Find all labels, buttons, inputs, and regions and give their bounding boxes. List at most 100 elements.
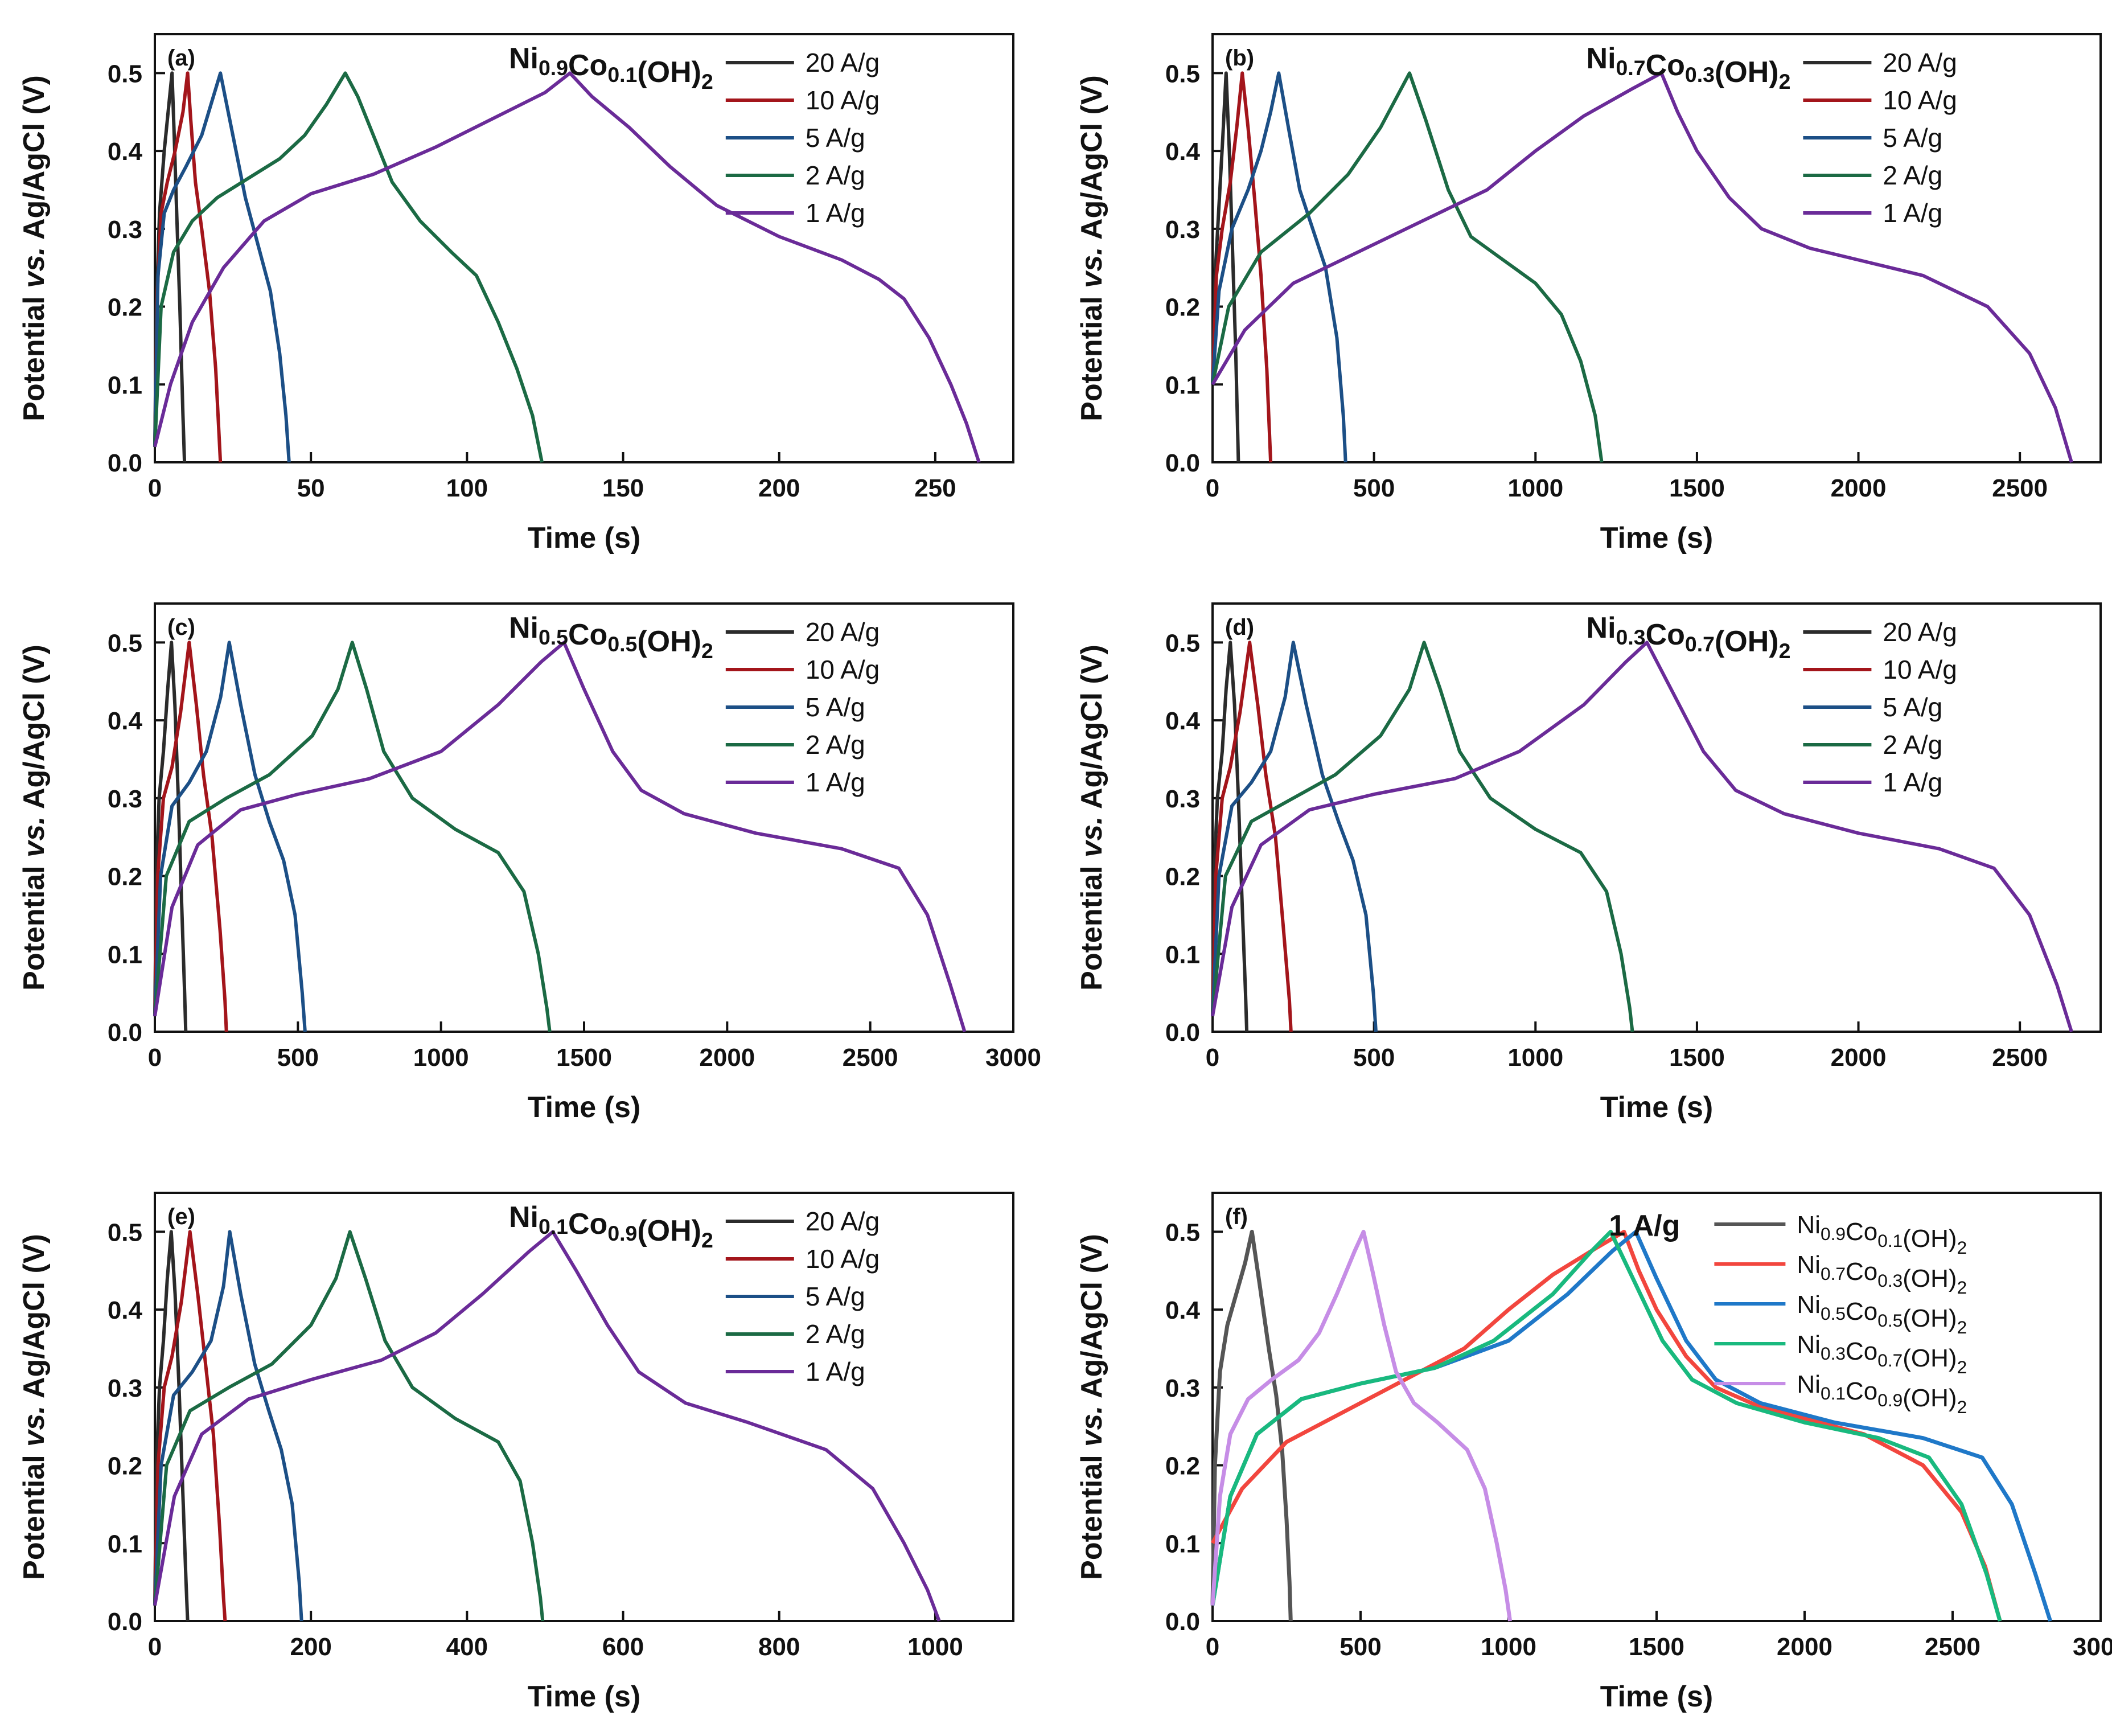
y-tick-label: 0.3 xyxy=(1165,785,1200,813)
legend-label: 20 A/g xyxy=(1883,617,1957,647)
x-tick-label: 200 xyxy=(758,474,800,502)
series-line xyxy=(153,1230,227,1622)
x-tick-label: 2000 xyxy=(1831,1044,1887,1072)
x-tick-label: 150 xyxy=(602,474,644,502)
legend-label: Ni0.7Co0.3(OH)2 xyxy=(1797,1251,1967,1298)
chart-panel-c: 0 500 1000 1500 2000 2500 3000 0.0 0.1 0.2 0.3 0.4 0… xyxy=(18,602,1041,1124)
y-tick-label: 0.2 xyxy=(1165,863,1200,891)
legend-label: 20 A/g xyxy=(806,48,880,77)
series-line xyxy=(1210,1229,2002,1622)
panel-label: (f) xyxy=(1225,1204,1248,1229)
chart-panel-a: 0 50 100 150 200 250 0.0 0.1 0.2 0.3 0.4 0.5 Time (s… xyxy=(18,33,1014,555)
panel-title: Ni0.3Co0.7(OH)2 xyxy=(1587,612,1791,663)
y-tick-label: 0.0 xyxy=(1165,1019,1200,1046)
x-tick-label: 1000 xyxy=(1507,1044,1563,1072)
x-tick-label: 1000 xyxy=(1507,474,1563,502)
y-tick-label: 0.1 xyxy=(108,371,142,399)
y-axis-title: Potential vs. Ag/AgCl (V) xyxy=(1075,645,1108,991)
y-tick-label: 0.5 xyxy=(1165,1218,1200,1246)
x-axis-title: Time (s) xyxy=(1600,522,1713,555)
panel-title: 1 A/g xyxy=(1609,1209,1680,1242)
x-tick-label: 2000 xyxy=(1777,1633,1832,1661)
series-line xyxy=(153,641,552,1032)
series-line xyxy=(153,641,228,1032)
legend-label: Ni0.5Co0.5(OH)2 xyxy=(1797,1291,1967,1337)
chart-panel-b: 0 500 1000 1500 2000 2500 0.0 0.1 0.2 0.3 0.4 0.5 Ti… xyxy=(1075,33,2102,555)
x-tick-label: 1000 xyxy=(907,1633,963,1661)
x-tick-label: 2500 xyxy=(1992,1044,2048,1072)
legend-label: 20 A/g xyxy=(1883,48,1957,77)
legend-label: 1 A/g xyxy=(806,198,865,228)
x-tick-label: 3000 xyxy=(985,1044,1041,1072)
legend-label: 1 A/g xyxy=(1883,768,1942,797)
legend-label: 20 A/g xyxy=(806,617,880,647)
y-tick-label: 0.4 xyxy=(1165,1296,1201,1324)
chart-panel-f: 0 500 1000 1500 2000 2500 3000 0.0 0.1 0.2 0.3 0.4 0… xyxy=(1075,1192,2112,1713)
y-tick-label: 0.3 xyxy=(1165,216,1200,244)
legend-label: 1 A/g xyxy=(806,768,865,797)
x-tick-label: 800 xyxy=(758,1633,800,1661)
series-line xyxy=(153,1230,190,1622)
legend-label: 10 A/g xyxy=(806,1244,880,1274)
plot-frame xyxy=(154,33,1014,463)
y-tick-label: 0.1 xyxy=(1165,371,1200,399)
x-tick-label: 200 xyxy=(290,1633,331,1661)
x-tick-label: 0 xyxy=(148,474,162,502)
y-tick-label: 0.4 xyxy=(108,138,143,166)
legend-label: 2 A/g xyxy=(806,161,865,190)
x-tick-label: 500 xyxy=(277,1044,319,1072)
x-tick-label: 2000 xyxy=(1831,474,1887,502)
x-tick-label: 0 xyxy=(1206,474,1219,502)
x-tick-label: 3000 xyxy=(2073,1633,2112,1661)
legend-label: Ni0.1Co0.9(OH)2 xyxy=(1797,1370,1967,1417)
y-tick-label: 0.0 xyxy=(1165,1608,1200,1636)
legend-label: 10 A/g xyxy=(806,85,880,115)
y-tick-label: 0.3 xyxy=(108,785,142,813)
legend-label: 2 A/g xyxy=(806,730,865,760)
x-axis-title: Time (s) xyxy=(528,522,640,555)
y-axis-title: Potential vs. Ag/AgCl (V) xyxy=(18,1234,51,1580)
legend-label: 2 A/g xyxy=(806,1319,865,1349)
series-line xyxy=(1211,641,1249,1032)
series-line xyxy=(1211,641,1634,1032)
y-tick-label: 0.1 xyxy=(108,941,142,968)
legend-label: 1 A/g xyxy=(1883,198,1942,228)
y-tick-label: 0.3 xyxy=(108,216,142,244)
legend-label: 20 A/g xyxy=(806,1206,880,1236)
y-tick-label: 0.3 xyxy=(1165,1374,1200,1402)
series-line xyxy=(1211,641,1293,1032)
legend-label: 5 A/g xyxy=(806,1282,865,1311)
x-tick-label: 100 xyxy=(446,474,488,502)
series-line xyxy=(153,641,967,1032)
y-tick-label: 0.2 xyxy=(108,863,142,891)
x-tick-label: 2500 xyxy=(1992,474,2048,502)
x-tick-label: 500 xyxy=(1339,1633,1381,1661)
x-tick-label: 50 xyxy=(297,474,325,502)
y-tick-label: 0.0 xyxy=(108,449,142,477)
y-tick-label: 0.4 xyxy=(108,1296,143,1324)
plot-frame xyxy=(154,602,1014,1033)
y-tick-label: 0.0 xyxy=(108,1019,142,1046)
series-line xyxy=(1211,641,2073,1032)
series-line xyxy=(153,71,291,463)
legend-label: 5 A/g xyxy=(1883,692,1942,722)
x-tick-label: 1000 xyxy=(413,1044,469,1072)
series-line xyxy=(1210,1229,1293,1622)
legend-label: 2 A/g xyxy=(1883,161,1942,190)
legend-label: 10 A/g xyxy=(1883,655,1957,684)
x-tick-label: 2500 xyxy=(1925,1633,1980,1661)
series-line xyxy=(1211,71,1347,463)
legend-label: 2 A/g xyxy=(1883,730,1942,760)
plot-frame xyxy=(1211,33,2102,463)
x-tick-label: 2000 xyxy=(699,1044,755,1072)
panel-label: (a) xyxy=(167,46,195,71)
x-tick-label: 0 xyxy=(148,1633,162,1661)
legend-label: 5 A/g xyxy=(806,692,865,722)
y-axis-title: Potential vs. Ag/AgCl (V) xyxy=(1075,75,1108,421)
plot-frame xyxy=(1211,1192,2102,1622)
y-axis-title: Potential vs. Ag/AgCl (V) xyxy=(18,75,51,421)
x-tick-label: 1500 xyxy=(1669,1044,1725,1072)
y-tick-label: 0.4 xyxy=(108,707,143,735)
y-tick-label: 0.4 xyxy=(1165,707,1201,735)
x-tick-label: 1500 xyxy=(556,1044,612,1072)
